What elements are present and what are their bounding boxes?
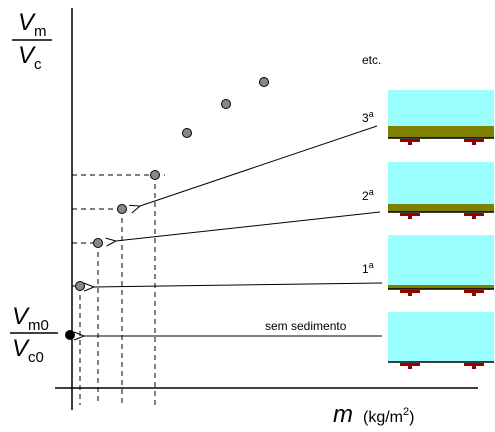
text: a: [369, 187, 374, 197]
panel-0: [388, 312, 494, 369]
y0-label-den: Vc0: [12, 335, 44, 366]
text: m: [333, 401, 353, 428]
panel-1: [388, 235, 494, 296]
panel-3: [388, 90, 494, 145]
panel-2: [388, 162, 494, 219]
text: a: [369, 260, 374, 270]
panel-label: 2a: [362, 187, 374, 203]
text: 3: [362, 111, 369, 125]
text: m: [34, 23, 47, 40]
x-label: m (kg/m2): [333, 401, 414, 428]
text: a: [369, 109, 374, 119]
text: V: [12, 335, 30, 362]
text: m0: [28, 317, 49, 334]
panel-label: etc.: [362, 53, 381, 67]
text: 2: [403, 406, 409, 418]
text: c0: [28, 349, 44, 366]
y-label-den: Vc: [18, 42, 42, 73]
text: 2: [362, 189, 369, 203]
y-label-num: Vm: [18, 9, 47, 40]
y0-label-num: Vm0: [12, 303, 49, 334]
panel-label: 3a: [362, 109, 374, 125]
panel-label: sem sedimento: [265, 319, 347, 333]
text: (kg/m: [363, 409, 403, 426]
text: c: [34, 56, 42, 73]
point: [65, 330, 75, 340]
arrows: [84, 125, 383, 336]
text: V: [18, 42, 36, 69]
text: V: [12, 303, 30, 330]
points: [75, 77, 269, 291]
text: ): [409, 409, 414, 426]
text: 1: [362, 262, 369, 276]
text: V: [18, 9, 36, 36]
panel-label: 1a: [362, 260, 374, 276]
